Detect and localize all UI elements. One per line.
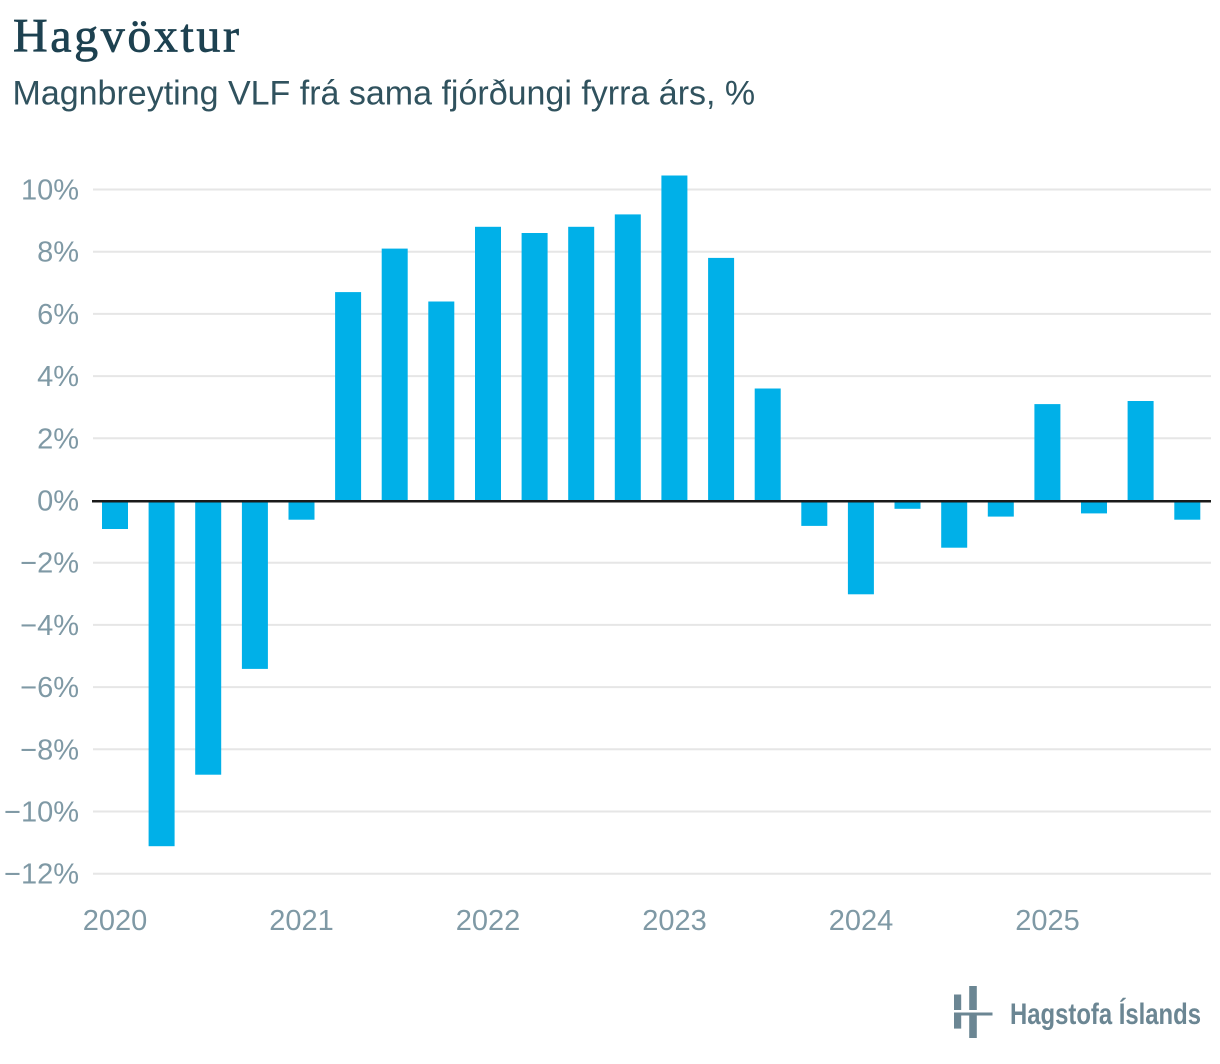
svg-text:Magnbreyting VLF frá sama fjór: Magnbreyting VLF frá sama fjórðungi fyrr… [13, 75, 756, 113]
svg-text:2%: 2% [37, 423, 79, 455]
svg-text:−4%: −4% [20, 610, 79, 642]
svg-text:2024: 2024 [829, 905, 894, 937]
svg-text:0%: 0% [37, 486, 79, 518]
svg-text:4%: 4% [37, 361, 79, 393]
svg-text:6%: 6% [37, 299, 79, 331]
svg-text:Hagstofa Íslands: Hagstofa Íslands [1010, 997, 1201, 1031]
svg-text:−2%: −2% [20, 548, 79, 580]
svg-text:Hagvöxtur: Hagvöxtur [13, 10, 239, 63]
svg-text:2022: 2022 [456, 905, 521, 937]
svg-text:2025: 2025 [1015, 905, 1080, 937]
svg-text:−6%: −6% [20, 672, 79, 704]
svg-text:−10%: −10% [4, 797, 79, 829]
svg-text:2021: 2021 [269, 905, 334, 937]
svg-text:8%: 8% [37, 237, 79, 269]
svg-text:2020: 2020 [83, 905, 148, 937]
svg-text:2023: 2023 [642, 905, 707, 937]
svg-text:−12%: −12% [4, 859, 79, 891]
svg-text:−8%: −8% [20, 734, 79, 766]
svg-text:10%: 10% [21, 175, 79, 207]
